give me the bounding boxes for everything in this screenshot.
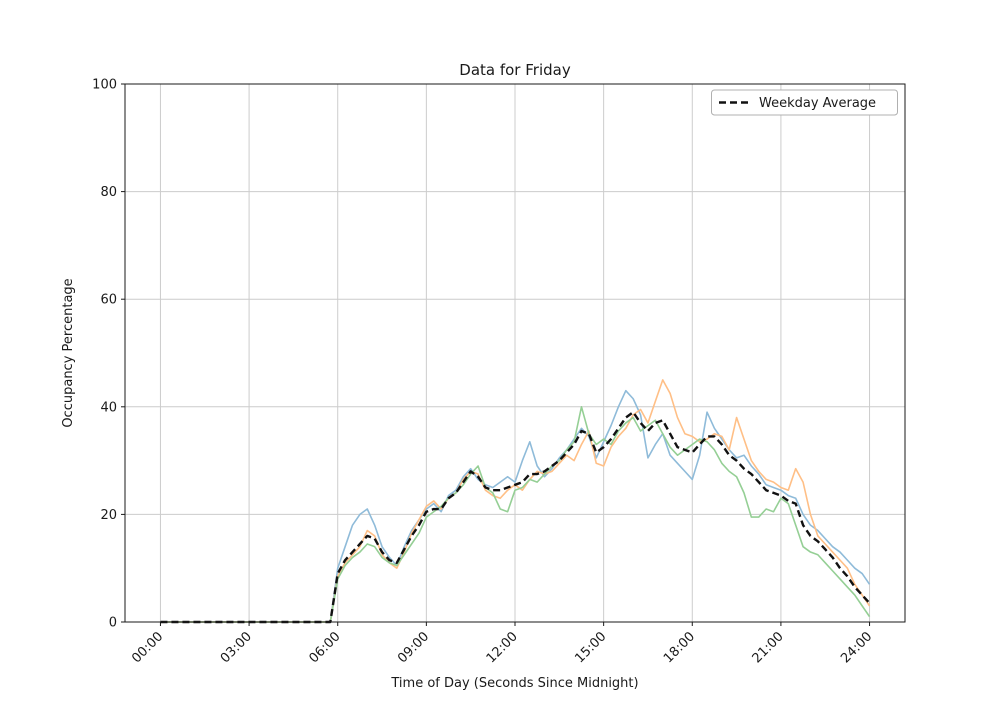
y-tick-label: 0	[109, 616, 117, 631]
y-tick-label: 80	[100, 185, 117, 200]
y-tick-label: 20	[100, 508, 117, 523]
y-tick-label: 100	[92, 78, 117, 93]
y-tick-label: 60	[100, 293, 117, 308]
series-line-weekday-average	[160, 410, 871, 624]
chart-title: Data for Friday	[459, 61, 571, 79]
y-tick-label: 40	[100, 400, 117, 415]
legend: Weekday Average	[711, 89, 898, 116]
x-axis-label: Time of Day (Seconds Since Midnight)	[390, 676, 638, 691]
y-axis-label: Occupancy Percentage	[61, 278, 76, 427]
legend-label: Weekday Average	[759, 96, 876, 111]
legend-box	[711, 89, 898, 116]
